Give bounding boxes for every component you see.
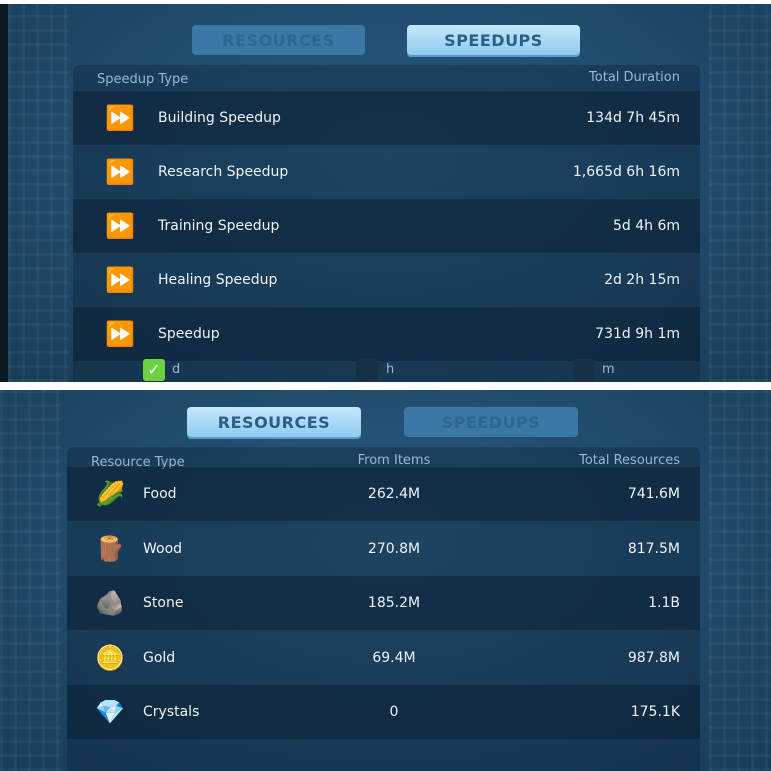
research-speedup-icon: ⏩ xyxy=(105,158,135,186)
table-row: 🌽 Food 262.4M 741.6M xyxy=(67,467,700,521)
checkbox-minutes[interactable] xyxy=(573,359,595,381)
ornament-border-left xyxy=(8,4,70,382)
from-items-value: 0 xyxy=(389,704,399,720)
table-row: ⏩ Training Speedup 5d 4h 6m xyxy=(73,199,700,253)
checkbox-days-label: d xyxy=(172,362,181,377)
corn-icon: 🌽 xyxy=(95,480,125,508)
table-row: 🪨 Stone 185.2M 1.1B xyxy=(67,576,700,630)
total-resources-value: 1.1B xyxy=(648,595,680,611)
checkbox-hours-label: h xyxy=(386,362,395,377)
ornament-border-left xyxy=(0,390,62,771)
table-row: ⏩ Speedup 731d 9h 1m xyxy=(73,307,700,361)
total-duration: 5d 4h 6m xyxy=(612,218,680,234)
header-total-duration: Total Duration xyxy=(589,70,680,85)
checkbox-minutes-label: m xyxy=(602,362,615,377)
from-items-value: 270.8M xyxy=(367,540,421,557)
resource-name: Wood xyxy=(143,540,183,557)
from-items-value: 185.2M xyxy=(367,595,421,611)
speedup-name: Training Speedup xyxy=(158,218,280,234)
speedup-name: Healing Speedup xyxy=(158,272,278,288)
table-row: ⏩ Research Speedup 1,665d 6h 16m xyxy=(73,145,700,199)
resource-name: Crystals xyxy=(143,704,200,720)
table-row: 🪙 Gold 69.4M 987.8M xyxy=(67,631,700,685)
total-duration: 731d 9h 1m xyxy=(595,326,680,342)
checkbox-days[interactable]: ✓ xyxy=(143,359,165,381)
healing-speedup-icon: ⏩ xyxy=(105,266,135,294)
total-duration: 2d 2h 15m xyxy=(604,272,680,288)
tab-speedups[interactable]: SPEEDUPS xyxy=(404,407,578,437)
table-row: 💎 Crystals 0 175.1K xyxy=(67,685,700,739)
resources-table: Resource Type From Items Total Resources… xyxy=(67,447,700,771)
speedup-name: Building Speedup xyxy=(158,110,281,126)
resource-name: Gold xyxy=(143,649,176,666)
gold-coin-icon: 🪙 xyxy=(95,643,125,672)
total-resources-value: 987.8M xyxy=(627,649,680,666)
total-resources-value: 741.6M xyxy=(627,486,680,502)
speedups-table: Speedup Type Total Duration ⏩ Building S… xyxy=(73,65,700,382)
table-row: ⏩ Healing Speedup 2d 2h 15m xyxy=(73,253,700,307)
log-icon: 🪵 xyxy=(95,534,125,563)
stone-icon: 🪨 xyxy=(95,589,125,617)
tab-resources[interactable]: RESOURCES xyxy=(187,407,361,437)
total-duration: 134d 7h 45m xyxy=(586,110,680,126)
header-speedup-type: Speedup Type xyxy=(97,72,189,87)
speedup-name: Research Speedup xyxy=(158,164,289,180)
speedup-name: Speedup xyxy=(158,326,220,342)
header-total-resources: Total Resources xyxy=(579,453,680,468)
crystal-icon: 💎 xyxy=(95,698,125,726)
checkbox-hours[interactable] xyxy=(356,359,378,381)
header-resource-type: Resource Type xyxy=(91,455,185,470)
resource-name: Food xyxy=(143,486,177,502)
total-resources-value: 175.1K xyxy=(630,704,680,720)
resources-panel: RESOURCES SPEEDUPS Resource Type From It… xyxy=(0,390,771,771)
tab-speedups[interactable]: SPEEDUPS xyxy=(407,25,580,55)
total-resources-value: 817.5M xyxy=(627,540,680,557)
table-row: 🪵 Wood 270.8M 817.5M xyxy=(67,522,700,576)
from-items-value: 69.4M xyxy=(372,649,416,666)
total-duration: 1,665d 6h 16m xyxy=(572,164,680,180)
building-speedup-icon: ⏩ xyxy=(105,104,135,132)
ornament-border-right xyxy=(709,4,771,382)
resource-name: Stone xyxy=(143,595,184,611)
speedups-panel: RESOURCES SPEEDUPS Speedup Type Total Du… xyxy=(0,4,771,382)
ornament-border-right xyxy=(709,390,771,771)
tab-resources[interactable]: RESOURCES xyxy=(192,25,365,55)
table-row: ⏩ Building Speedup 134d 7h 45m xyxy=(73,91,700,145)
header-from-items: From Items xyxy=(357,453,431,468)
speedup-icon: ⏩ xyxy=(105,320,135,348)
training-speedup-icon: ⏩ xyxy=(105,212,135,240)
from-items-value: 262.4M xyxy=(367,486,421,502)
